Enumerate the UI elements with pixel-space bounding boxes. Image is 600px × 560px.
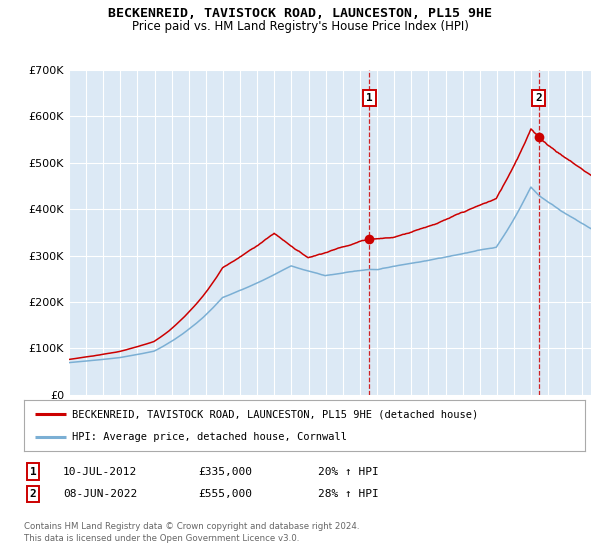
Text: Price paid vs. HM Land Registry's House Price Index (HPI): Price paid vs. HM Land Registry's House … bbox=[131, 20, 469, 32]
Text: Contains HM Land Registry data © Crown copyright and database right 2024.: Contains HM Land Registry data © Crown c… bbox=[24, 522, 359, 531]
Text: 08-JUN-2022: 08-JUN-2022 bbox=[63, 489, 137, 499]
Text: 1: 1 bbox=[29, 466, 37, 477]
Text: BECKENREID, TAVISTOCK ROAD, LAUNCESTON, PL15 9HE (detached house): BECKENREID, TAVISTOCK ROAD, LAUNCESTON, … bbox=[71, 409, 478, 419]
Text: 10-JUL-2012: 10-JUL-2012 bbox=[63, 466, 137, 477]
Text: 28% ↑ HPI: 28% ↑ HPI bbox=[318, 489, 379, 499]
Text: HPI: Average price, detached house, Cornwall: HPI: Average price, detached house, Corn… bbox=[71, 432, 347, 442]
Text: 1: 1 bbox=[366, 93, 373, 103]
Text: BECKENREID, TAVISTOCK ROAD, LAUNCESTON, PL15 9HE: BECKENREID, TAVISTOCK ROAD, LAUNCESTON, … bbox=[108, 7, 492, 20]
Text: This data is licensed under the Open Government Licence v3.0.: This data is licensed under the Open Gov… bbox=[24, 534, 299, 543]
Text: 20% ↑ HPI: 20% ↑ HPI bbox=[318, 466, 379, 477]
Text: 2: 2 bbox=[535, 93, 542, 103]
Text: £335,000: £335,000 bbox=[198, 466, 252, 477]
Text: £555,000: £555,000 bbox=[198, 489, 252, 499]
Text: 2: 2 bbox=[29, 489, 37, 499]
